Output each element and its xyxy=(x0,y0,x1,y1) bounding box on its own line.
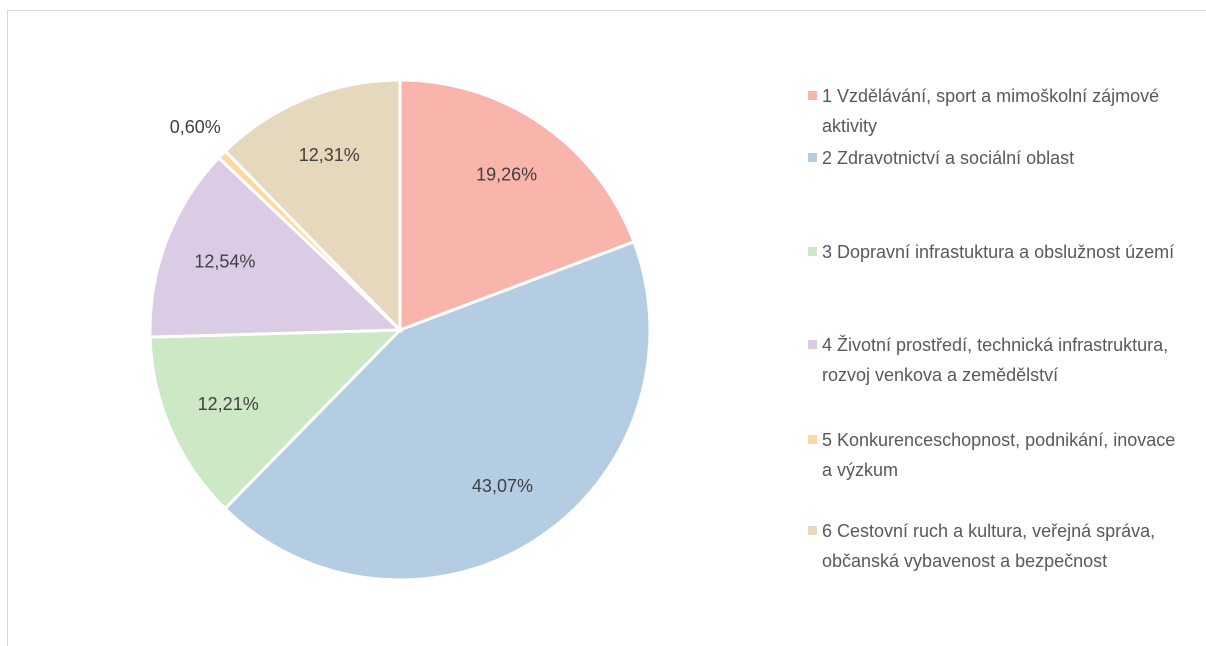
legend-swatch xyxy=(808,247,817,256)
legend-label: 6 Cestovní ruch a kultura, veřejná správ… xyxy=(822,521,1156,571)
data-label: 12,31% xyxy=(299,145,360,165)
data-label: 12,54% xyxy=(194,252,255,272)
pie-slice xyxy=(223,78,402,334)
legend-label: 3 Dopravní infrastuktura a obslužnost úz… xyxy=(822,242,1175,262)
pie-slice xyxy=(222,239,652,582)
data-label: 43,07% xyxy=(472,476,533,496)
legend-label: 5 Konkurenceschopnost, podnikání, inovac… xyxy=(822,430,1176,480)
pie-slice xyxy=(148,155,404,339)
legend-item: 3 Dopravní infrastuktura a obslužnost úz… xyxy=(808,237,1178,267)
data-label: 12,21% xyxy=(198,394,259,414)
legend-item: 5 Konkurenceschopnost, podnikání, inovac… xyxy=(808,425,1178,485)
pie-slice xyxy=(148,328,404,511)
legend-item: 4 Životní prostředí, technická infrastru… xyxy=(808,330,1178,390)
legend-item: 6 Cestovní ruch a kultura, veřejná správ… xyxy=(808,516,1178,576)
legend-swatch xyxy=(808,153,817,162)
legend-item: 1 Vzdělávání, sport a mimoškolní zájmové… xyxy=(808,81,1178,141)
legend-label: 1 Vzdělávání, sport a mimoškolní zájmové… xyxy=(822,86,1160,136)
legend-swatch xyxy=(808,340,817,349)
legend-swatch xyxy=(808,435,817,444)
data-label: 19,26% xyxy=(476,165,537,185)
legend-swatch xyxy=(808,91,817,100)
legend-swatch xyxy=(808,526,817,535)
legend-item: 2 Zdravotnictví a sociální oblast xyxy=(808,143,1178,173)
pie-slice xyxy=(398,78,636,333)
legend-label: 2 Zdravotnictví a sociální oblast xyxy=(822,148,1075,168)
legend-label: 4 Životní prostředí, technická infrastru… xyxy=(822,335,1169,385)
data-label: 0,60% xyxy=(170,117,221,137)
